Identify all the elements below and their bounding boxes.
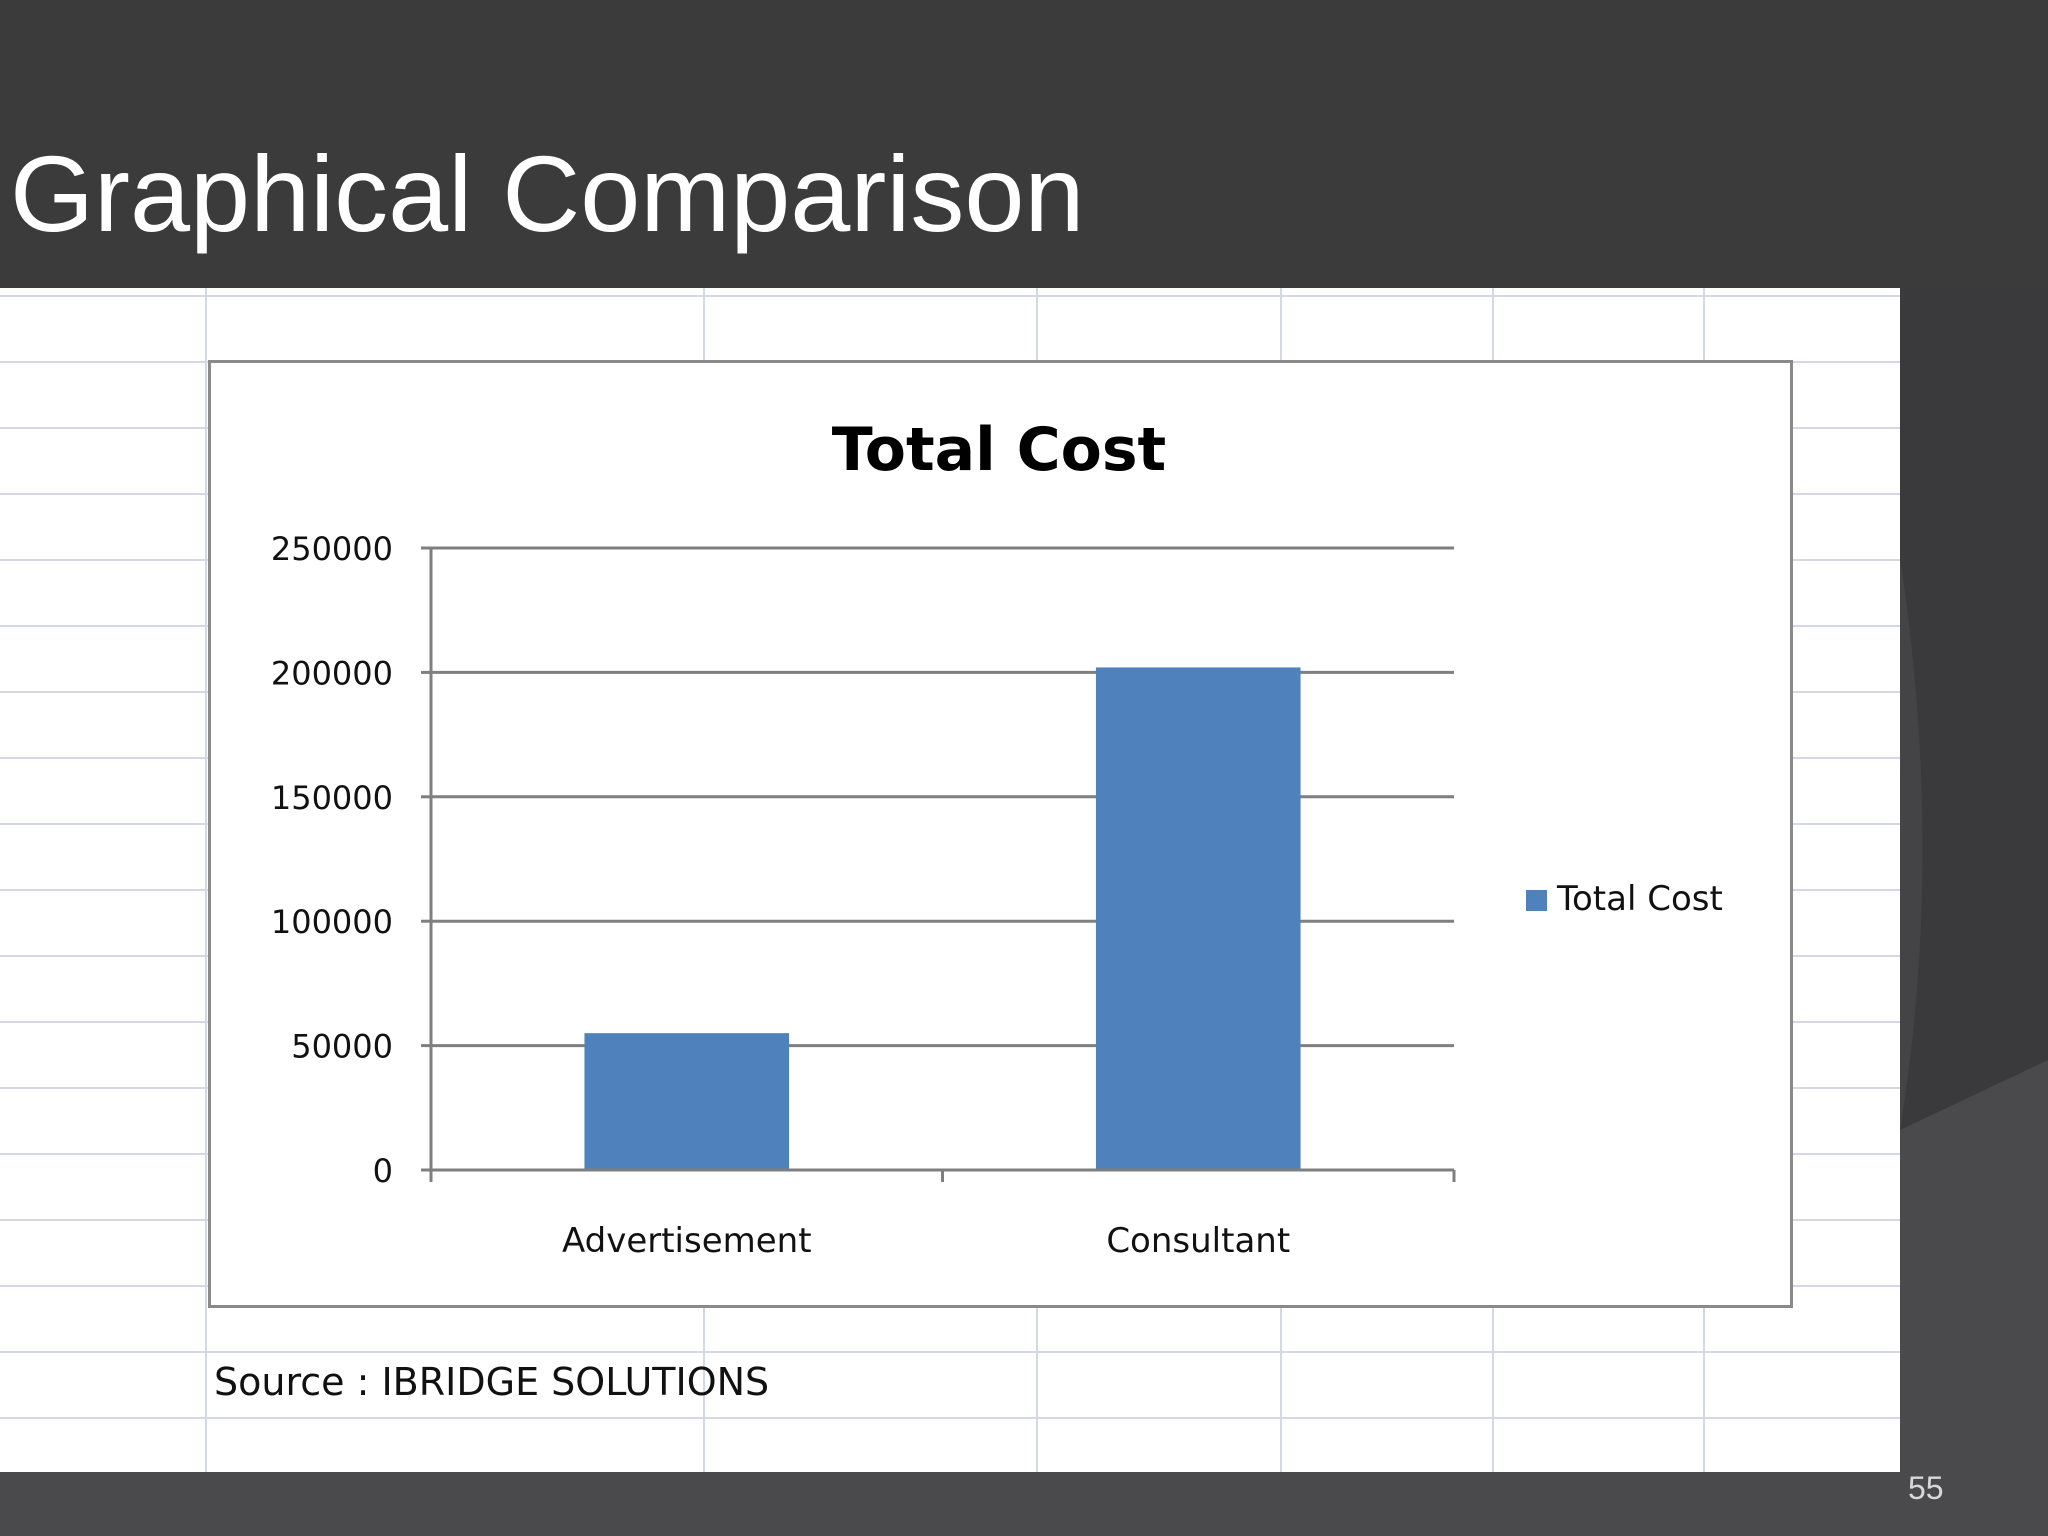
legend-swatch (1526, 890, 1547, 911)
y-tick-label: 150000 (271, 779, 393, 817)
chart-legend: Total Cost (1526, 879, 1723, 919)
x-axis-tick-labels: Advertisement Consultant (562, 1221, 1290, 1261)
bar-chart: Total Cost 0 50000 100000 150000 200000 25000… (271, 415, 1723, 1261)
x-tick-label: Consultant (1106, 1221, 1290, 1261)
slide-title: Graphical Comparison (10, 133, 1085, 254)
spreadsheet-background: Total Cost 0 50000 100000 150000 200000 25000… (0, 288, 1900, 1472)
chart-frame: Total Cost 0 50000 100000 150000 200000 25000… (208, 360, 1793, 1308)
chart-axes (429, 548, 1456, 1182)
y-tick-label: 250000 (271, 530, 393, 568)
chart-bars (584, 667, 1301, 1170)
x-tick-label: Advertisement (562, 1221, 812, 1261)
y-tick-label: 0 (373, 1152, 393, 1190)
legend-label: Total Cost (1556, 879, 1723, 919)
chart-title: Total Cost (832, 415, 1166, 485)
bar (584, 1033, 790, 1170)
bar (1095, 667, 1301, 1170)
page-number: 55 (1908, 1470, 1944, 1506)
title-band (0, 0, 2048, 288)
y-tick-label: 50000 (291, 1028, 393, 1066)
y-tick-label: 100000 (271, 903, 393, 941)
y-axis-tick-labels: 0 50000 100000 150000 200000 250000 (271, 530, 393, 1190)
y-tick-label: 200000 (271, 654, 393, 692)
source-note: Source : IBRIDGE SOLUTIONS (214, 1360, 770, 1404)
